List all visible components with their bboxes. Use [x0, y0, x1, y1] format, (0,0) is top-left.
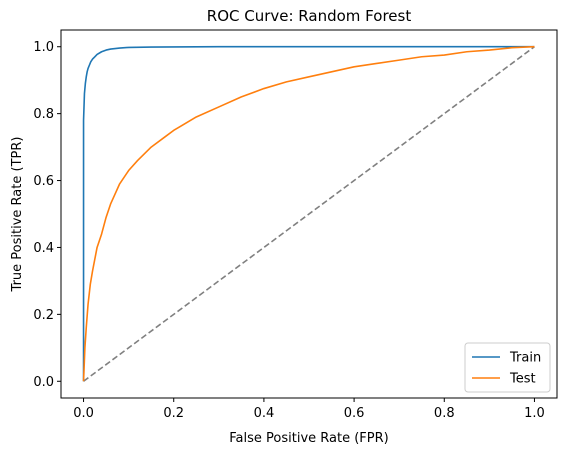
y-axis-label: True Positive Rate (TPR)	[10, 137, 25, 293]
legend-label-test: Test	[509, 372, 536, 387]
y-tick-label: 0.4	[33, 241, 54, 256]
series-layer	[82, 45, 535, 382]
series-line-train	[82, 45, 535, 382]
chart-title: ROC Curve: Random Forest	[207, 7, 412, 25]
y-tick-label: 0.8	[33, 107, 54, 122]
x-tick-label: 1.0	[524, 406, 545, 421]
x-tick-label: 0.2	[163, 406, 184, 421]
x-tick-label: 0.6	[344, 406, 365, 421]
x-axis-label: False Positive Rate (FPR)	[229, 431, 388, 446]
ticks-layer: 0.0 0.2 0.4 0.6 0.8 1.0 0.0 0.2 0.4 0.6 0.8 1.0	[33, 40, 544, 421]
y-tick-label: 0.6	[33, 174, 54, 189]
legend: Train Test	[464, 342, 551, 393]
x-tick-label: 0.8	[434, 406, 455, 421]
x-tick-label: 0.4	[254, 406, 275, 421]
y-tick-label: 0.2	[33, 308, 54, 323]
diagonal-reference-line	[83, 46, 535, 382]
legend-box	[464, 342, 551, 393]
y-tick-label: 1.0	[33, 40, 54, 55]
plot-frame	[60, 29, 558, 399]
y-tick-label: 0.0	[33, 375, 54, 390]
x-tick-label: 0.0	[73, 406, 94, 421]
legend-label-train: Train	[509, 351, 541, 366]
series-line-test	[82, 45, 535, 382]
